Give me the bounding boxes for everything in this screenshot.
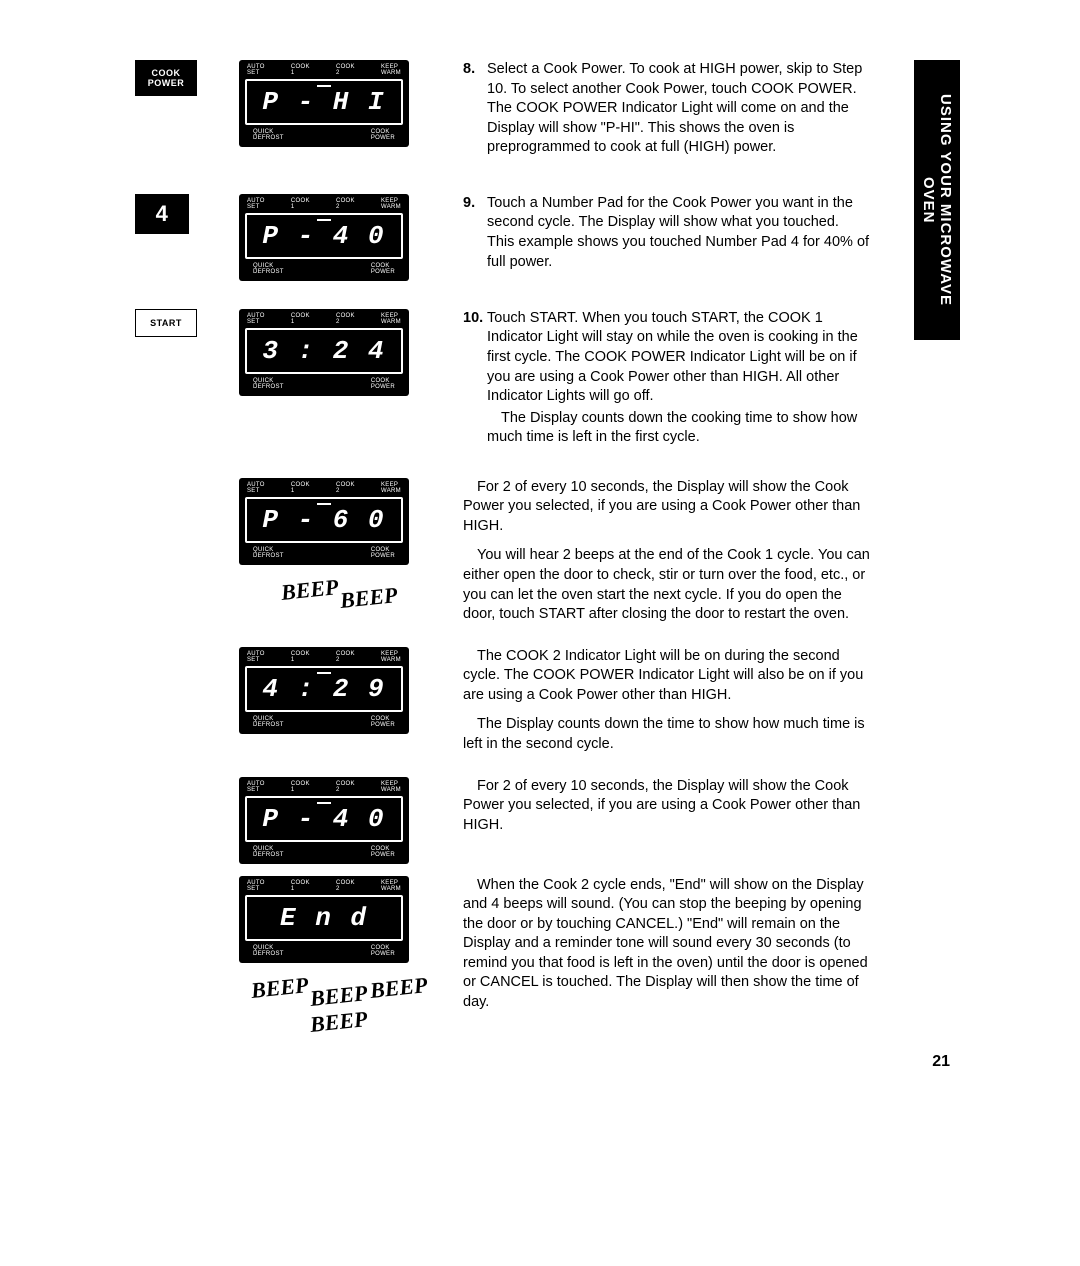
display-end: AUTO SET COOK 1 COOK 2 KEEP WARM E n d Q… [239, 876, 409, 963]
beep-two: BEEPBEEP [239, 583, 439, 609]
numpad-4-button: 4 [135, 194, 189, 234]
display-p-40-b: AUTO SET COOK 1 COOK 2 KEEP WARM P - 4 0… [239, 777, 409, 864]
display-429: AUTO SET COOK 1 COOK 2 KEEP WARM 4 : 2 9… [239, 647, 409, 734]
step-8-text: Select a Cook Power. To cook at HIGH pow… [487, 60, 870, 158]
step-10g-text: For 2 of every 10 seconds, the Display w… [463, 777, 870, 836]
step-10a-text: Touch START. When you touch START, the C… [487, 310, 858, 404]
step-10d-text: You will hear 2 beeps at the end of the … [463, 546, 870, 624]
step-num-9: 9. [463, 194, 487, 272]
cook-power-button: COOK POWER [135, 60, 197, 96]
display-p-40-a: AUTO SET COOK 1 COOK 2 KEEP WARM P - 4 0… [239, 194, 409, 281]
page-number: 21 [932, 1053, 950, 1071]
side-tab: USING YOUR MICROWAVE OVEN [914, 60, 960, 340]
step-num-8: 8. [463, 60, 487, 158]
display-p-hi: AUTO SET COOK 1 COOK 2 KEEP WARM P - H I… [239, 60, 409, 147]
display-324: AUTO SET COOK 1 COOK 2 KEEP WARM 3 : 2 4… [239, 309, 409, 396]
step-10e-text: The COOK 2 Indicator Light will be on du… [463, 647, 870, 706]
step-10c-text: For 2 of every 10 seconds, the Display w… [463, 478, 870, 537]
step-10h-text: When the Cook 2 cycle ends, "End" will s… [463, 876, 870, 1013]
step-num-10: 10. [463, 309, 487, 458]
step-10b-text: The Display counts down the cooking time… [487, 409, 870, 448]
start-button: START [135, 309, 197, 337]
display-p-60: AUTO SET COOK 1 COOK 2 KEEP WARM P - 6 0… [239, 478, 409, 565]
step-10f-text: The Display counts down the time to show… [463, 715, 870, 754]
beep-four: BEEPBEEPBEEPBEEP [239, 981, 439, 1033]
step-9-text: Touch a Number Pad for the Cook Power yo… [487, 194, 870, 272]
